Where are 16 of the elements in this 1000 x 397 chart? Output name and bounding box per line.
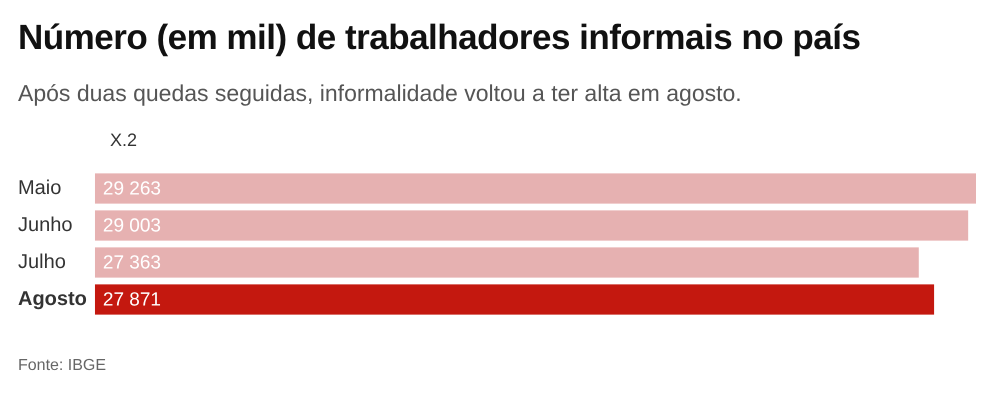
y-tick-label: Julho [18,251,66,274]
data-label: 27 363 [102,252,161,274]
source-note: Fonte: IBGE [18,357,106,375]
y-tick-label: Maio [18,177,62,200]
data-label: 29 263 [102,178,161,200]
data-label: 27 871 [102,290,161,311]
y-tick-label: Agosto [18,288,87,310]
bar [94,284,934,315]
bar [94,173,976,204]
chart-title: Número (em mil) de trabalhadores informais no país [18,18,860,58]
bar [94,210,968,241]
series-label: X.2 [110,130,138,151]
chart-subtitle: Após duas quedas seguidas, informalidade voltou a ter alta em agosto. [18,80,742,107]
bar [94,247,919,278]
y-tick-label: Junho [18,214,72,236]
data-label: 29 003 [102,216,161,237]
